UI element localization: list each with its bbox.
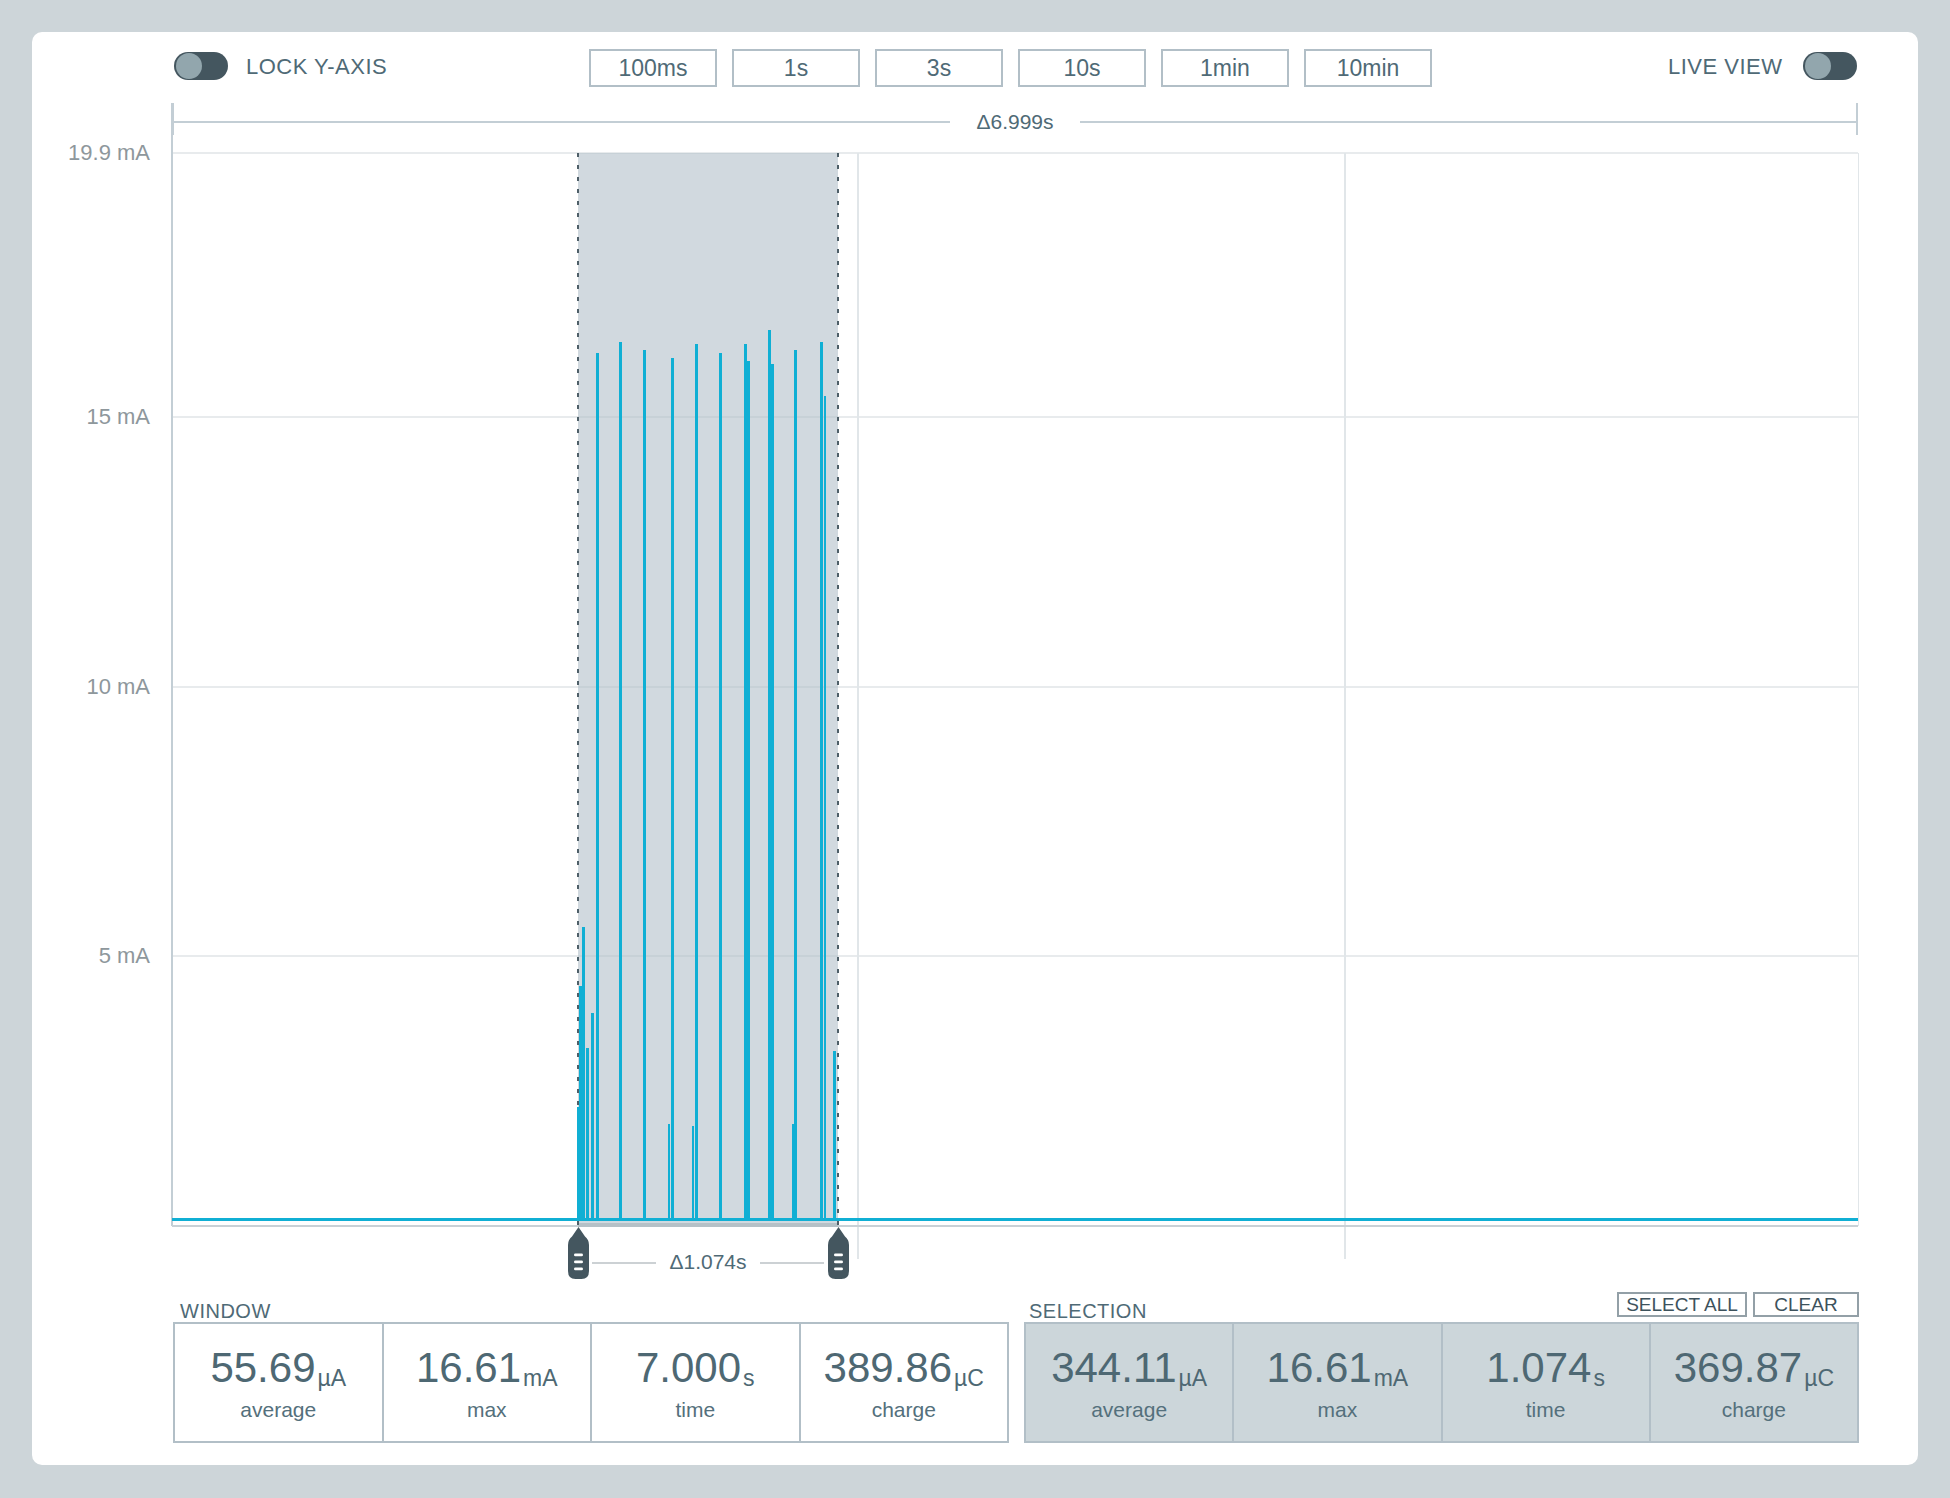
power-profiler-app: LOCK Y-AXIS 100ms 1s 3s 10s 1min 10min LIVE V… [0, 0, 1950, 1498]
live-view-toggle-knob [1805, 53, 1831, 79]
time-gridline-1 [1344, 153, 1346, 1259]
window-button-10s[interactable]: 10s [1018, 49, 1146, 87]
window-time-cell: 7.000s time [590, 1324, 799, 1441]
window-ruler-line-left [174, 121, 950, 123]
selection-max-value: 16.61mA [1267, 1344, 1409, 1392]
gridline-10mA [172, 686, 1858, 688]
y-tick-label-15: 15 mA [30, 404, 150, 430]
selection-charge-label: charge [1722, 1398, 1786, 1422]
selection-stats-title: SELECTION [1029, 1300, 1147, 1323]
window-time-value: 7.000s [636, 1344, 755, 1392]
current-spike-18 [794, 350, 797, 1219]
selection-charge-cell: 369.87µC charge [1649, 1324, 1857, 1441]
current-spike-15 [768, 330, 771, 1219]
window-time-label: time [675, 1398, 715, 1422]
window-button-3s[interactable]: 3s [875, 49, 1003, 87]
window-ruler-right-cap [1856, 103, 1858, 135]
current-spike-20 [824, 396, 826, 1219]
window-max-value: 16.61mA [416, 1344, 558, 1392]
current-spike-11 [695, 344, 698, 1219]
window-button-10min[interactable]: 10min [1304, 49, 1432, 87]
window-average-cell: 55.69µA average [175, 1324, 382, 1441]
current-spike-4 [591, 1013, 594, 1219]
current-spike-14 [747, 361, 750, 1219]
selection-right-edge[interactable] [837, 153, 839, 1226]
x-axis-line [172, 1225, 1858, 1227]
selection-stats-group: 344.11µA average 16.61mA max 1.074s time 369.8… [1024, 1322, 1859, 1443]
selection-region[interactable] [578, 153, 838, 1226]
selection-average-value: 344.11µA [1051, 1344, 1207, 1392]
selection-handle-right[interactable] [828, 1227, 849, 1279]
select-all-button[interactable]: SELECT ALL [1617, 1292, 1747, 1317]
y-tick-label-19.9: 19.9 mA [30, 140, 150, 166]
live-view-toggle[interactable] [1803, 52, 1857, 80]
selection-time-value: 1.074s [1486, 1344, 1605, 1392]
chart-right-border [1858, 153, 1859, 1226]
clear-button[interactable]: CLEAR [1753, 1292, 1859, 1317]
current-spike-19 [820, 342, 823, 1219]
selection-duration-label: Δ1.074s [608, 1250, 808, 1274]
window-average-label: average [240, 1398, 316, 1422]
window-ruler-line-right [1080, 121, 1856, 123]
time-gridline-0 [857, 153, 859, 1259]
current-spike-3 [586, 1048, 589, 1219]
current-spike-6 [619, 342, 622, 1219]
y-tick-label-10: 10 mA [30, 674, 150, 700]
gridline-15mA [172, 416, 1858, 418]
window-duration-label: Δ6.999s [915, 110, 1115, 134]
window-button-1s[interactable]: 1s [732, 49, 860, 87]
current-spike-1 [579, 986, 582, 1219]
selection-average-label: average [1091, 1398, 1167, 1422]
current-spike-5 [596, 353, 599, 1219]
current-spike-16 [771, 364, 774, 1219]
window-charge-cell: 389.86µC charge [799, 1324, 1008, 1441]
live-view-label: LIVE VIEW [1668, 54, 1783, 80]
window-charge-label: charge [872, 1398, 936, 1422]
window-max-cell: 16.61mA max [382, 1324, 591, 1441]
window-average-value: 55.69µA [210, 1344, 346, 1392]
current-spike-2 [582, 927, 585, 1219]
selection-average-cell: 344.11µA average [1026, 1324, 1232, 1441]
current-spike-12 [719, 353, 722, 1219]
selection-max-cell: 16.61mA max [1232, 1324, 1440, 1441]
selection-time-label: time [1526, 1398, 1566, 1422]
lock-y-axis-label: LOCK Y-AXIS [246, 54, 387, 80]
window-stats-title: WINDOW [180, 1300, 271, 1323]
window-stats-group: 55.69µA average 16.61mA max 7.000s time 389.86… [173, 1322, 1009, 1443]
lock-y-axis-toggle-knob [176, 53, 202, 79]
selection-handle-left[interactable] [568, 1227, 589, 1279]
window-max-label: max [467, 1398, 507, 1422]
window-button-100ms[interactable]: 100ms [589, 49, 717, 87]
current-spike-21 [833, 1051, 836, 1219]
selection-charge-value: 369.87µC [1674, 1344, 1834, 1392]
window-button-1min[interactable]: 1min [1161, 49, 1289, 87]
y-axis-line [171, 103, 173, 1226]
gridline-5mA [172, 955, 1858, 957]
y-tick-label-5: 5 mA [30, 943, 150, 969]
main-card [32, 32, 1918, 1465]
current-baseline [172, 1218, 1858, 1221]
window-charge-value: 389.86µC [824, 1344, 984, 1392]
selection-max-label: max [1318, 1398, 1358, 1422]
current-spike-9 [671, 358, 674, 1219]
gridline-19.9mA [172, 152, 1858, 154]
selection-time-cell: 1.074s time [1441, 1324, 1649, 1441]
current-spike-13 [744, 344, 747, 1219]
selection-bottom-bar [578, 1223, 838, 1227]
current-spike-7 [643, 350, 646, 1219]
lock-y-axis-toggle[interactable] [174, 52, 228, 80]
